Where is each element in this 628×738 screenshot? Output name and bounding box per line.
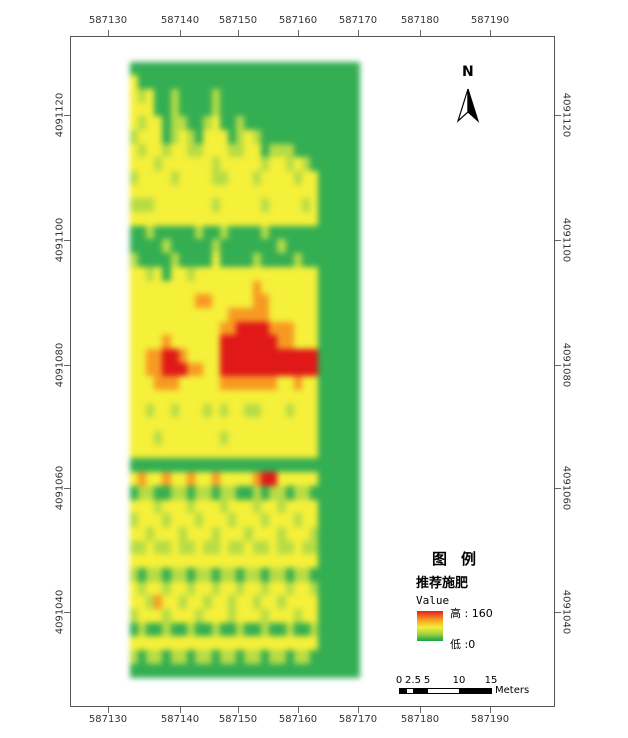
x-tick-mark-top	[180, 30, 181, 36]
fertilizer-raster-map	[130, 62, 360, 678]
scale-label-10: 10	[452, 675, 466, 686]
y-tick-mark-right	[555, 240, 561, 241]
raster-canvas	[130, 62, 360, 678]
x-tick-mark-bottom	[298, 707, 299, 713]
x-tick-mark-bottom	[420, 707, 421, 713]
y-tick-mark-left	[64, 612, 70, 613]
scale-seg-3	[413, 688, 428, 694]
scale-seg-5	[459, 688, 492, 694]
y-tick-label-right: 4091080	[560, 342, 572, 388]
x-tick-label-bottom: 587190	[470, 714, 510, 725]
y-tick-mark-left	[64, 488, 70, 489]
map-frame	[70, 36, 555, 707]
y-tick-label-right: 4091060	[560, 465, 572, 511]
x-tick-mark-top	[420, 30, 421, 36]
y-tick-mark-left	[64, 240, 70, 241]
y-tick-mark-left	[64, 115, 70, 116]
x-tick-label-top: 587190	[470, 15, 510, 26]
x-tick-label-bottom: 587180	[400, 714, 440, 725]
scale-label-5: 5	[423, 675, 431, 686]
x-tick-label-top: 587180	[400, 15, 440, 26]
legend-low-label: 低 :0	[450, 638, 476, 651]
x-tick-label-top: 587170	[338, 15, 378, 26]
x-tick-label-bottom: 587140	[160, 714, 200, 725]
scale-bar: 0 2.5 5 10 15 Meters	[396, 675, 566, 701]
y-tick-mark-right	[555, 612, 561, 613]
y-tick-mark-right	[555, 488, 561, 489]
y-tick-label-right: 4091040	[560, 589, 572, 635]
scale-label-15: 15	[484, 675, 498, 686]
legend-high-label: 高 : 160	[450, 607, 493, 620]
north-letter: N	[462, 64, 474, 80]
x-tick-label-bottom: 587130	[88, 714, 128, 725]
legend-value-label: Value	[416, 594, 450, 607]
x-tick-label-bottom: 587150	[218, 714, 258, 725]
x-tick-mark-top	[238, 30, 239, 36]
legend-color-ramp	[417, 611, 443, 641]
x-tick-mark-bottom	[180, 707, 181, 713]
legend-subtitle: 推荐施肥	[416, 576, 469, 591]
scale-label-2-5: 2.5	[405, 675, 421, 686]
x-tick-label-bottom: 587160	[278, 714, 318, 725]
north-arrow-icon	[456, 88, 480, 123]
x-tick-mark-bottom	[358, 707, 359, 713]
x-tick-label-top: 587140	[160, 15, 200, 26]
x-tick-mark-bottom	[108, 707, 109, 713]
legend-title: 图例	[432, 550, 491, 568]
x-tick-label-top: 587160	[278, 15, 318, 26]
scale-units: Meters	[495, 685, 530, 696]
y-tick-label-right: 4091120	[560, 92, 572, 138]
scale-seg-4	[427, 688, 460, 694]
y-tick-label-right: 4091100	[560, 217, 572, 263]
x-tick-label-top: 587130	[88, 15, 128, 26]
x-tick-mark-top	[490, 30, 491, 36]
x-tick-mark-top	[298, 30, 299, 36]
x-tick-label-bottom: 587170	[338, 714, 378, 725]
y-tick-mark-left	[64, 365, 70, 366]
x-tick-mark-top	[108, 30, 109, 36]
x-tick-label-top: 587150	[218, 15, 258, 26]
y-tick-mark-right	[555, 365, 561, 366]
x-tick-mark-top	[358, 30, 359, 36]
y-tick-mark-right	[555, 115, 561, 116]
scale-label-0: 0	[395, 675, 403, 686]
x-tick-mark-bottom	[238, 707, 239, 713]
x-tick-mark-bottom	[490, 707, 491, 713]
